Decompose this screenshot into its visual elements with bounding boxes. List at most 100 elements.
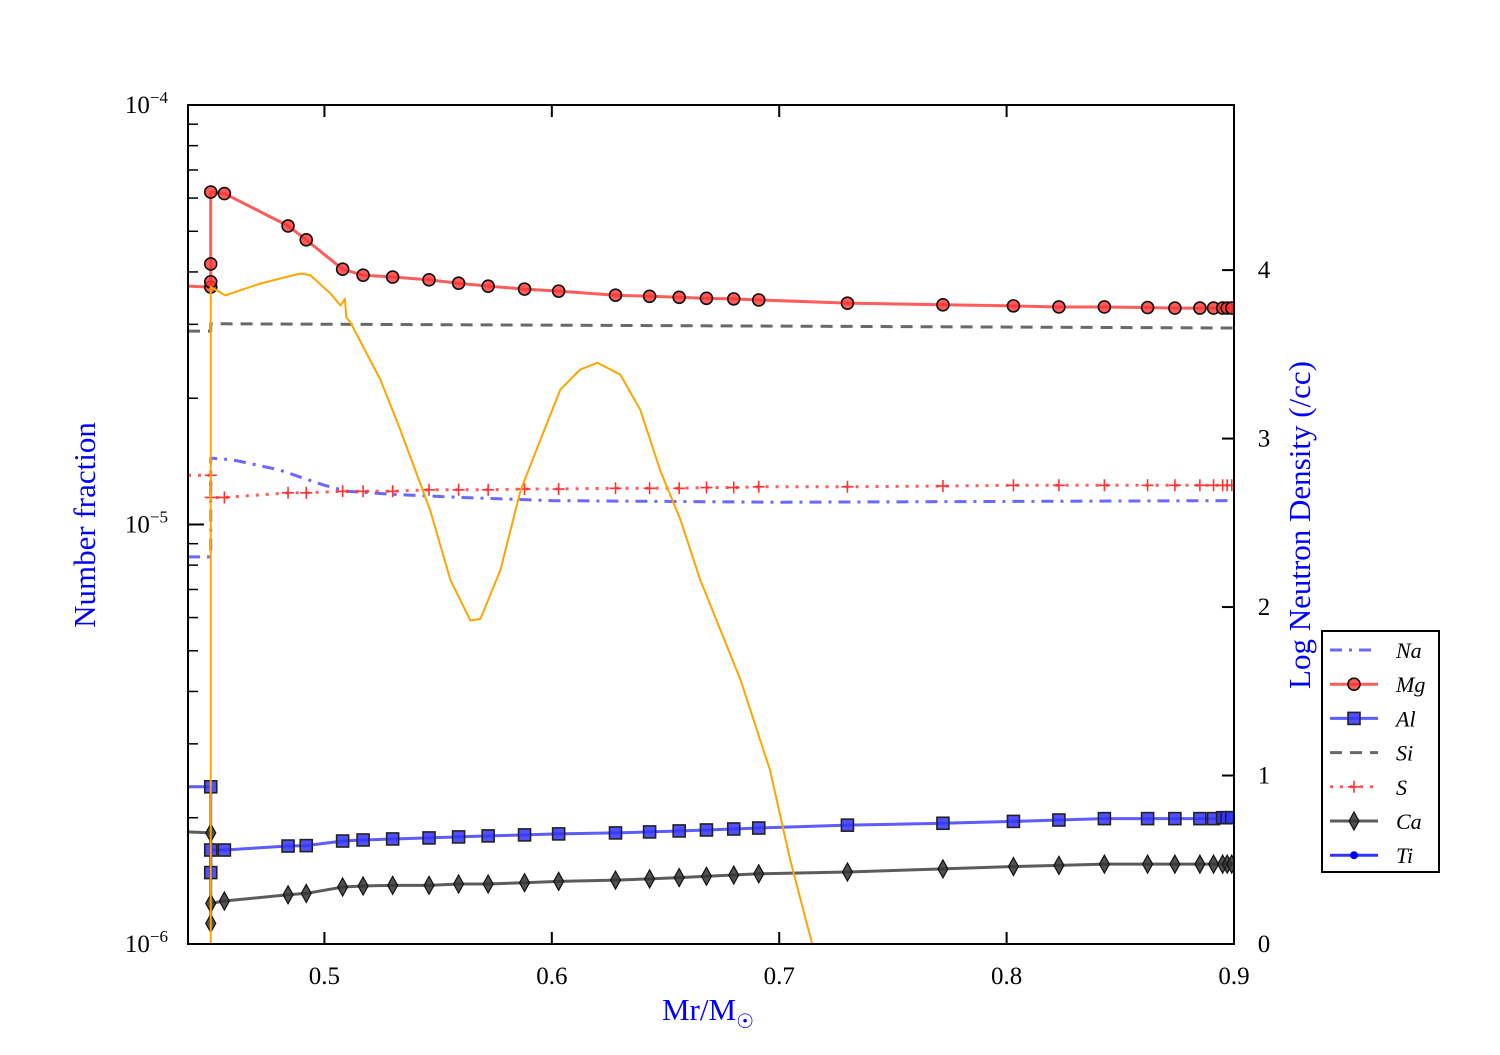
- data-point-mg: [608, 288, 623, 303]
- data-point-al: [281, 839, 295, 853]
- data-point-mg: [385, 270, 400, 284]
- series-line-s: [188, 473, 1232, 499]
- data-point-s: [1193, 479, 1206, 492]
- data-point-al: [356, 833, 370, 847]
- data-point-ca: [300, 883, 312, 904]
- legend-item-al: Al: [1330, 706, 1416, 731]
- x-tick-label: 0.9: [1218, 963, 1249, 990]
- data-point-ca: [1169, 853, 1181, 875]
- data-point-al: [726, 822, 741, 836]
- data-point-mg: [726, 292, 741, 306]
- y-tick-base: 10: [125, 92, 150, 119]
- y-tick-exponent: −5: [150, 508, 168, 527]
- data-point-s: [700, 481, 713, 494]
- data-point-s: [452, 483, 465, 496]
- y-tick-label: 10−4: [125, 88, 169, 119]
- data-point-al: [608, 826, 623, 840]
- data-point-al: [840, 818, 855, 832]
- data-point-ca: [1053, 855, 1065, 876]
- data-point-s: [218, 491, 231, 504]
- y-tick-base: 10: [125, 512, 150, 539]
- data-point-al: [481, 829, 495, 843]
- data-point-mg: [299, 233, 314, 247]
- data-point-al: [385, 832, 400, 846]
- y-right-tick-label: 1: [1258, 763, 1271, 790]
- legend-label: Al: [1394, 706, 1416, 731]
- data-point-ca: [423, 875, 435, 896]
- series-line-si: [188, 322, 1234, 333]
- legend-label: S: [1396, 775, 1407, 800]
- series-layer: [188, 185, 1234, 944]
- data-point-al: [642, 825, 657, 839]
- data-point-ca: [282, 884, 294, 906]
- legend: Na Mg Al Si S Ca Ti: [1321, 630, 1440, 873]
- data-point-mg: [1097, 300, 1112, 314]
- data-point-ca: [1207, 853, 1220, 875]
- y-tick-exponent: −6: [150, 927, 168, 946]
- series-line-na: [188, 456, 1234, 559]
- data-point-s: [357, 485, 370, 498]
- data-point-ca: [552, 871, 565, 892]
- data-point-mg: [751, 293, 766, 307]
- data-point-mg: [281, 219, 295, 233]
- x-tick-label: 0.6: [536, 963, 567, 990]
- legend-label: Na: [1395, 638, 1422, 663]
- sun-symbol: ☉: [736, 1011, 754, 1033]
- data-point-al: [1193, 811, 1207, 826]
- data-point-al: [551, 827, 566, 841]
- data-point-ca: [753, 863, 765, 885]
- data-point-ca: [1194, 853, 1206, 875]
- data-point-ca: [336, 876, 349, 898]
- data-point-ca: [643, 868, 656, 890]
- data-point-ca: [1226, 853, 1234, 875]
- data-point-mg: [642, 289, 657, 304]
- data-point-s: [1225, 479, 1234, 492]
- data-point-ca: [452, 873, 465, 895]
- data-point-s: [643, 482, 656, 495]
- data-point-mg: [1006, 299, 1021, 313]
- data-point-s: [1052, 479, 1065, 492]
- data-point-mg: [517, 282, 532, 296]
- y-tick-label: 10−6: [125, 927, 168, 958]
- x-axis-label-text: Mr/M: [662, 992, 736, 1027]
- data-point-mg: [1052, 300, 1066, 314]
- series-line-mg: [188, 190, 1232, 310]
- data-point-al: [1168, 811, 1182, 826]
- data-point-s: [423, 483, 436, 496]
- data-point-mg: [481, 279, 495, 293]
- legend-label: Ti: [1396, 843, 1413, 868]
- data-point-ca: [937, 858, 949, 880]
- y-right-tick-label: 2: [1258, 594, 1271, 621]
- data-point-ca: [728, 864, 740, 886]
- data-point-ca: [357, 875, 369, 897]
- data-point-s: [936, 480, 949, 493]
- data-point-mg: [203, 257, 218, 271]
- y-right-axis-label: Log Neutron Density (/cc): [1282, 361, 1317, 689]
- data-point-s: [1141, 479, 1154, 492]
- data-point-mg: [203, 185, 218, 199]
- x-tick-label: 0.5: [309, 963, 340, 990]
- data-point-s: [1007, 479, 1020, 492]
- data-point-al: [1140, 811, 1155, 826]
- data-point-s: [752, 480, 765, 493]
- data-point-al: [672, 824, 686, 838]
- data-point-al: [517, 828, 532, 842]
- data-point-ca: [1098, 853, 1111, 875]
- legend-marker: [1347, 677, 1361, 692]
- legend-marker: [1350, 851, 1358, 860]
- x-tick-label: 0.7: [764, 963, 795, 990]
- series-line-neutron-density: [209, 272, 814, 944]
- data-point-ca: [1007, 856, 1020, 877]
- data-point-al: [299, 838, 314, 853]
- data-point-s: [1098, 479, 1111, 492]
- legend-label: Ca: [1396, 809, 1422, 834]
- y-right-tick-label: 0: [1258, 931, 1271, 958]
- data-point-mg: [451, 276, 466, 291]
- legend-item-mg: Mg: [1330, 672, 1425, 697]
- data-point-ca: [673, 867, 685, 888]
- data-point-ca: [841, 861, 854, 883]
- data-point-mg: [1168, 301, 1182, 315]
- data-point-al: [751, 821, 766, 835]
- y-tick-base: 10: [125, 931, 150, 958]
